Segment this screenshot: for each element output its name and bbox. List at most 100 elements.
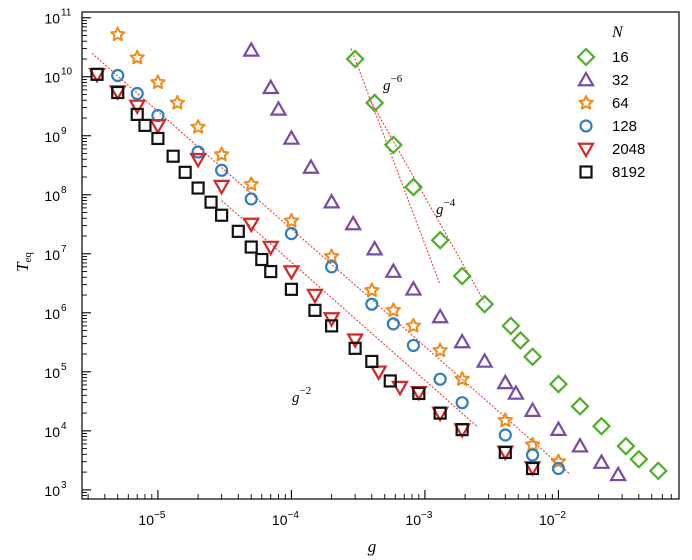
y-tick-label: 10 <box>44 70 60 86</box>
fit-lines <box>91 48 570 474</box>
series-2048 <box>88 67 542 477</box>
point-N16 <box>345 49 365 69</box>
point-N16 <box>570 396 590 416</box>
y-tick-label: 10 <box>44 129 60 145</box>
legend-item-2048: 2048 <box>577 141 645 159</box>
y-tick-exponent: 7 <box>61 244 67 255</box>
point-N8192 <box>151 131 165 146</box>
series-8192 <box>90 67 540 476</box>
legend-marker-128 <box>579 119 593 133</box>
series-32 <box>242 41 628 482</box>
point-N128 <box>130 86 144 101</box>
legend-item-128: 128 <box>579 118 637 135</box>
point-N32 <box>365 239 384 256</box>
point-N32 <box>242 41 261 57</box>
x-tick-label: 10−4 <box>272 510 299 528</box>
point-N32 <box>523 401 542 417</box>
point-N128 <box>191 145 205 159</box>
y-tick-exponent: 6 <box>61 303 67 314</box>
point-N8192 <box>325 319 339 333</box>
point-N2048 <box>346 333 365 349</box>
point-N128 <box>386 317 400 331</box>
point-N32 <box>302 158 320 174</box>
point-N8192 <box>138 118 152 132</box>
legend-label: 64 <box>612 95 629 112</box>
point-N2048 <box>242 217 261 234</box>
point-N32 <box>475 352 494 368</box>
point-N32 <box>496 373 515 390</box>
plot-frame <box>81 11 680 500</box>
y-tick-label: 10 <box>44 424 60 440</box>
point-N8192 <box>130 107 144 122</box>
legend-marker-16 <box>576 47 596 67</box>
axis-ticks: 10−5 10−4 10−3 10−210 310 410 510 610 710 810 910 1… <box>44 8 680 528</box>
x-tick-label: 10−2 <box>539 510 566 528</box>
point-N128 <box>525 448 540 462</box>
point-N2048 <box>128 99 147 116</box>
point-N2048 <box>212 179 231 196</box>
point-N8192 <box>308 303 322 317</box>
point-N128 <box>284 226 299 241</box>
point-N64 <box>150 74 166 90</box>
point-N32 <box>609 465 628 482</box>
legend-marker-64 <box>578 95 594 110</box>
point-N32 <box>384 262 403 278</box>
point-N8192 <box>383 374 397 388</box>
point-N32 <box>506 384 525 400</box>
point-N16 <box>629 449 649 469</box>
legend-label: 32 <box>612 72 629 89</box>
point-N8192 <box>204 195 218 209</box>
x-tick-label: 10−3 <box>405 510 432 528</box>
point-N8192 <box>166 149 180 163</box>
annotation-g-4: g−4 <box>436 197 456 218</box>
point-N16 <box>383 135 403 155</box>
point-N64 <box>432 342 448 358</box>
fit-line-g-6 <box>350 48 441 285</box>
x-tick-label: 10−5 <box>138 510 165 528</box>
point-N2048 <box>149 119 167 135</box>
legend-marker-8192 <box>579 165 593 179</box>
point-N16 <box>548 374 568 394</box>
point-N64 <box>283 212 300 228</box>
point-N128 <box>498 428 512 442</box>
y-tick-label: 10 <box>44 483 60 499</box>
fit-line-g-2-lower <box>221 200 479 428</box>
point-N8192 <box>525 461 540 476</box>
point-N8192 <box>178 165 192 179</box>
point-N16 <box>510 330 531 351</box>
point-N8192 <box>264 264 278 279</box>
legend: N 16 32 64 128 2048 8192 <box>576 24 645 181</box>
point-N64 <box>323 248 340 264</box>
point-N64 <box>524 436 541 452</box>
point-N32 <box>571 436 589 453</box>
point-N128 <box>551 461 566 476</box>
point-N64 <box>190 119 206 134</box>
point-N128 <box>244 192 258 206</box>
legend-title: N <box>611 24 624 41</box>
point-N32 <box>431 307 450 324</box>
point-N128 <box>406 338 421 353</box>
point-N16 <box>501 316 521 336</box>
fit-line-g-4 <box>368 97 486 303</box>
y-tick-label: 10 <box>44 188 60 204</box>
point-N16 <box>430 230 450 250</box>
legend-marker-2048 <box>577 142 595 159</box>
point-N2048 <box>261 240 280 257</box>
point-N8192 <box>231 224 245 238</box>
point-N8192 <box>498 445 512 460</box>
point-N64 <box>364 282 380 298</box>
point-N2048 <box>189 152 208 169</box>
point-N32 <box>269 100 288 116</box>
y-tick-exponent: 3 <box>61 480 67 491</box>
point-N2048 <box>391 380 409 397</box>
point-N32 <box>282 129 301 145</box>
point-N32 <box>344 214 363 231</box>
legend-marker-32 <box>577 70 595 87</box>
y-tick-exponent: 8 <box>61 185 67 196</box>
point-N32 <box>404 280 423 296</box>
point-N2048 <box>369 365 388 382</box>
y-tick-label: 10 <box>44 306 60 322</box>
annotation-g-6: g−6 <box>383 73 403 94</box>
point-N8192 <box>455 422 469 437</box>
